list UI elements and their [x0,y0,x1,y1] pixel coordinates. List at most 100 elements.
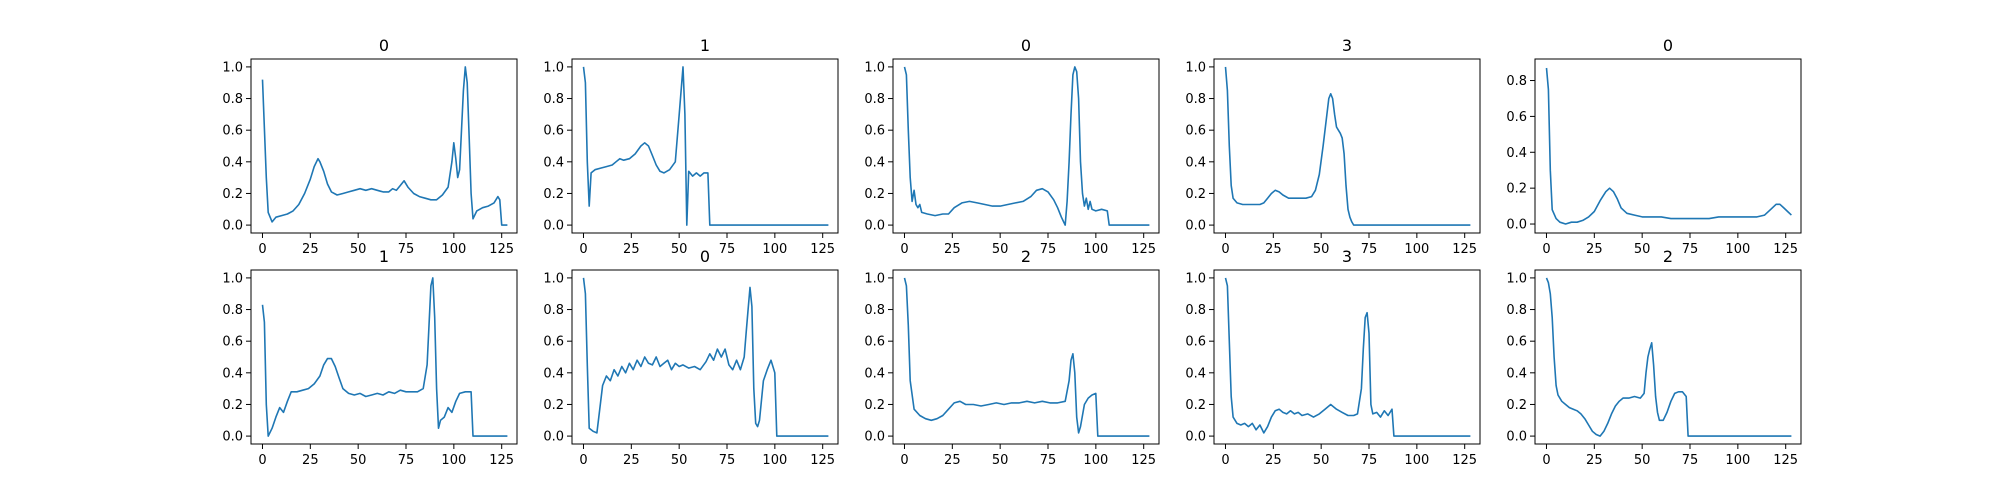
x-tick-label: 100 [441,453,466,468]
y-tick-label: 0.6 [1185,335,1206,350]
subplot-title: 2 [1663,247,1673,266]
x-tick-label: 125 [1131,242,1156,257]
series-line [582,277,829,437]
y-tick-label: 0.8 [1185,92,1206,107]
subplot: 0 25 50 75 100 125 0.0 0.2 0.4 0.6 0.8 1.0 0 [543,247,839,468]
plot-frame [571,58,839,234]
y-tick-label: 0.8 [1185,303,1206,318]
series-line [903,66,1150,226]
x-tick-label: 50 [1313,242,1330,257]
series-line [261,66,508,226]
y-tick-label: 0.0 [543,430,564,445]
y-tick-label: 0.4 [864,366,885,381]
y-tick-label: 0.6 [1506,110,1527,125]
x-tick-label: 75 [1040,242,1057,257]
y-tick-label: 0.4 [1506,366,1527,381]
y-tick-label: 0.0 [1185,219,1206,234]
x-tick-label: 50 [350,242,367,257]
x-tick-label: 50 [1313,453,1330,468]
x-tick-label: 100 [762,242,787,257]
x-tick-label: 25 [623,453,640,468]
y-tick-label: 0.8 [222,303,243,318]
y-tick-label: 0.8 [864,303,885,318]
y-tick-label: 0.2 [1506,182,1527,197]
subplot-title: 0 [379,36,389,55]
y-tick-label: 0.6 [864,124,885,139]
y-tick-label: 0.4 [543,366,564,381]
x-tick-label: 100 [762,453,787,468]
x-tick-label: 100 [1404,242,1429,257]
y-tick-label: 0.0 [864,430,885,445]
plot-frame [250,58,518,234]
x-tick-label: 25 [1586,242,1603,257]
x-tick-label: 100 [1725,453,1750,468]
y-tick-label: 0.4 [222,155,243,170]
plot-frame [892,58,1160,234]
y-tick-label: 0.8 [222,92,243,107]
x-tick-label: 50 [671,453,688,468]
y-tick-label: 0.2 [864,187,885,202]
x-tick-label: 0 [579,453,587,468]
x-tick-label: 50 [992,242,1009,257]
y-tick-label: 0.2 [1185,398,1206,413]
y-tick-label: 0.2 [1185,187,1206,202]
x-tick-label: 75 [719,242,736,257]
x-tick-label: 0 [579,242,587,257]
subplot: 0 25 50 75 100 125 0.0 0.2 0.4 0.6 0.8 1.0 1 [543,36,839,257]
y-tick-label: 1.0 [543,271,564,286]
plot-frame [1534,58,1802,234]
x-tick-label: 125 [1773,453,1798,468]
x-tick-label: 75 [398,453,415,468]
y-tick-label: 1.0 [864,60,885,75]
y-tick-label: 0.0 [222,219,243,234]
y-tick-label: 0.6 [222,124,243,139]
y-tick-label: 0.6 [1185,124,1206,139]
y-tick-label: 0.4 [1185,366,1206,381]
x-tick-label: 50 [671,242,688,257]
y-tick-label: 0.0 [864,219,885,234]
x-tick-label: 50 [350,453,367,468]
subplot: 0 25 50 75 100 125 0.0 0.2 0.4 0.6 0.8 1.0 2 [1506,247,1802,468]
y-tick-label: 1.0 [1185,271,1206,286]
y-tick-label: 0.2 [864,398,885,413]
y-tick-label: 0.0 [543,219,564,234]
subplot: 0 25 50 75 100 125 0.0 0.2 0.4 0.6 0.8 0 [1506,36,1802,257]
y-tick-label: 1.0 [222,271,243,286]
y-tick-label: 1.0 [864,271,885,286]
y-tick-label: 0.2 [543,187,564,202]
series-line [582,66,829,226]
subplot-title: 0 [700,247,710,266]
x-tick-label: 75 [398,242,415,257]
y-tick-label: 0.6 [543,124,564,139]
x-tick-label: 100 [1404,453,1429,468]
y-tick-label: 0.0 [222,430,243,445]
y-tick-label: 0.4 [222,366,243,381]
x-tick-label: 75 [1361,453,1378,468]
plot-frame [250,269,518,445]
x-tick-label: 50 [992,453,1009,468]
y-tick-label: 0.0 [1506,218,1527,233]
plot-frame [1213,269,1481,445]
y-tick-label: 1.0 [1506,271,1527,286]
subplot-title: 3 [1342,36,1352,55]
subplot-title: 1 [700,36,710,55]
x-tick-label: 25 [944,453,961,468]
subplot-title: 0 [1663,36,1673,55]
subplot-title: 1 [379,247,389,266]
subplot: 0 25 50 75 100 125 0.0 0.2 0.4 0.6 0.8 1.0 3 [1185,247,1481,468]
plot-frame [1213,58,1481,234]
x-tick-label: 125 [1452,453,1477,468]
subplot-title: 0 [1021,36,1031,55]
subplot-title: 2 [1021,247,1031,266]
x-tick-label: 25 [944,242,961,257]
series-line [1545,277,1792,437]
subplot: 0 25 50 75 100 125 0.0 0.2 0.4 0.6 0.8 1.0 1 [222,247,518,468]
y-tick-label: 1.0 [543,60,564,75]
y-tick-label: 0.6 [1506,335,1527,350]
x-tick-label: 25 [302,453,319,468]
x-tick-label: 25 [623,242,640,257]
y-tick-label: 0.2 [1506,398,1527,413]
x-tick-label: 0 [900,453,908,468]
y-tick-label: 0.8 [1506,303,1527,318]
